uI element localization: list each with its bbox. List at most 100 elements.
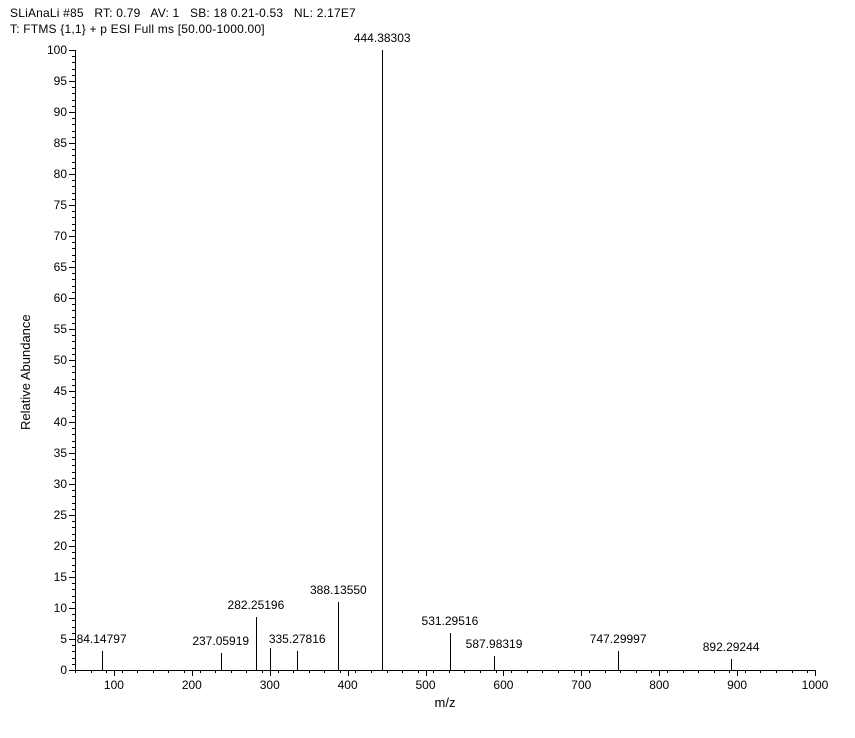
xtick-mark [503, 670, 504, 676]
x-axis [75, 670, 815, 671]
xtick-label: 700 [571, 678, 591, 692]
xtick-minor [75, 670, 76, 673]
ytick-minor [72, 496, 75, 497]
ytick-label: 5 [37, 632, 67, 646]
ytick-minor [72, 571, 75, 572]
xtick-minor [309, 670, 310, 673]
peak-label: 892.29244 [703, 640, 760, 654]
ytick-minor [72, 118, 75, 119]
xtick-minor [605, 670, 606, 673]
ytick-minor [72, 273, 75, 274]
xtick-minor [620, 670, 621, 673]
ytick-minor [72, 366, 75, 367]
ytick-label: 55 [37, 322, 67, 336]
ytick-minor [72, 131, 75, 132]
xtick-minor [449, 670, 450, 673]
ytick-minor [72, 168, 75, 169]
plot-area: 0510152025303540455055606570758085909510… [75, 50, 815, 670]
peak-label: 444.38303 [354, 31, 411, 45]
ytick-label: 80 [37, 167, 67, 181]
xtick-minor [371, 670, 372, 673]
xtick-minor [433, 670, 434, 673]
ytick-minor [72, 230, 75, 231]
xtick-minor [387, 670, 388, 673]
ytick-mark [69, 484, 75, 485]
ytick-mark [69, 422, 75, 423]
xtick-mark [659, 670, 660, 676]
xtick-minor [293, 670, 294, 673]
xtick-minor [215, 670, 216, 673]
ytick-label: 25 [37, 508, 67, 522]
ytick-minor [72, 211, 75, 212]
ytick-minor [72, 397, 75, 398]
header-line-1: SLiAnaLi #85 RT: 0.79 AV: 1 SB: 18 0.21-… [10, 6, 356, 20]
ytick-minor [72, 552, 75, 553]
xtick-minor [402, 670, 403, 673]
ytick-minor [72, 658, 75, 659]
ytick-minor [72, 186, 75, 187]
ytick-minor [72, 596, 75, 597]
xtick-minor [340, 670, 341, 673]
ytick-minor [72, 614, 75, 615]
ytick-minor [72, 403, 75, 404]
root: SLiAnaLi #85 RT: 0.79 AV: 1 SB: 18 0.21-… [0, 0, 855, 738]
ytick-minor [72, 521, 75, 522]
ytick-mark [69, 236, 75, 237]
xtick-minor [792, 670, 793, 673]
xtick-minor [184, 670, 185, 673]
ytick-label: 70 [37, 229, 67, 243]
ytick-mark [69, 81, 75, 82]
ytick-mark [69, 205, 75, 206]
ytick-minor [72, 323, 75, 324]
xtick-minor [324, 670, 325, 673]
xtick-minor [480, 670, 481, 673]
ytick-minor [72, 279, 75, 280]
ytick-label: 20 [37, 539, 67, 553]
ytick-label: 75 [37, 198, 67, 212]
xtick-minor [760, 670, 761, 673]
xtick-minor [667, 670, 668, 673]
ytick-minor [72, 124, 75, 125]
peak-label: 282.25196 [228, 598, 285, 612]
peak-bar [450, 633, 451, 670]
ytick-minor [72, 459, 75, 460]
xtick-minor [137, 670, 138, 673]
ytick-minor [72, 410, 75, 411]
ytick-label: 65 [37, 260, 67, 274]
xtick-minor [745, 670, 746, 673]
ytick-minor [72, 565, 75, 566]
xtick-mark [815, 670, 816, 676]
xtick-minor [511, 670, 512, 673]
ytick-minor [72, 69, 75, 70]
xtick-minor [558, 670, 559, 673]
xtick-minor [153, 670, 154, 673]
peak-label: 335.27816 [269, 632, 326, 646]
ytick-mark [69, 267, 75, 268]
peak-bar [270, 648, 271, 670]
ytick-minor [72, 100, 75, 101]
ytick-minor [72, 372, 75, 373]
peak-bar [382, 50, 383, 670]
xtick-minor [683, 670, 684, 673]
xtick-label: 300 [260, 678, 280, 692]
xtick-label: 600 [493, 678, 513, 692]
xtick-mark [114, 670, 115, 676]
ytick-mark [69, 174, 75, 175]
ytick-label: 40 [37, 415, 67, 429]
ytick-label: 15 [37, 570, 67, 584]
xtick-label: 800 [649, 678, 669, 692]
ytick-label: 50 [37, 353, 67, 367]
peak-bar [297, 651, 298, 670]
xtick-minor [262, 670, 263, 673]
y-axis-label: Relative Abundance [18, 314, 33, 430]
ytick-mark [69, 608, 75, 609]
ytick-label: 35 [37, 446, 67, 460]
ytick-minor [72, 385, 75, 386]
ytick-mark [69, 577, 75, 578]
xtick-minor [698, 670, 699, 673]
ytick-minor [72, 428, 75, 429]
ytick-minor [72, 193, 75, 194]
ytick-mark [69, 112, 75, 113]
ytick-minor [72, 180, 75, 181]
y-axis [75, 50, 76, 670]
